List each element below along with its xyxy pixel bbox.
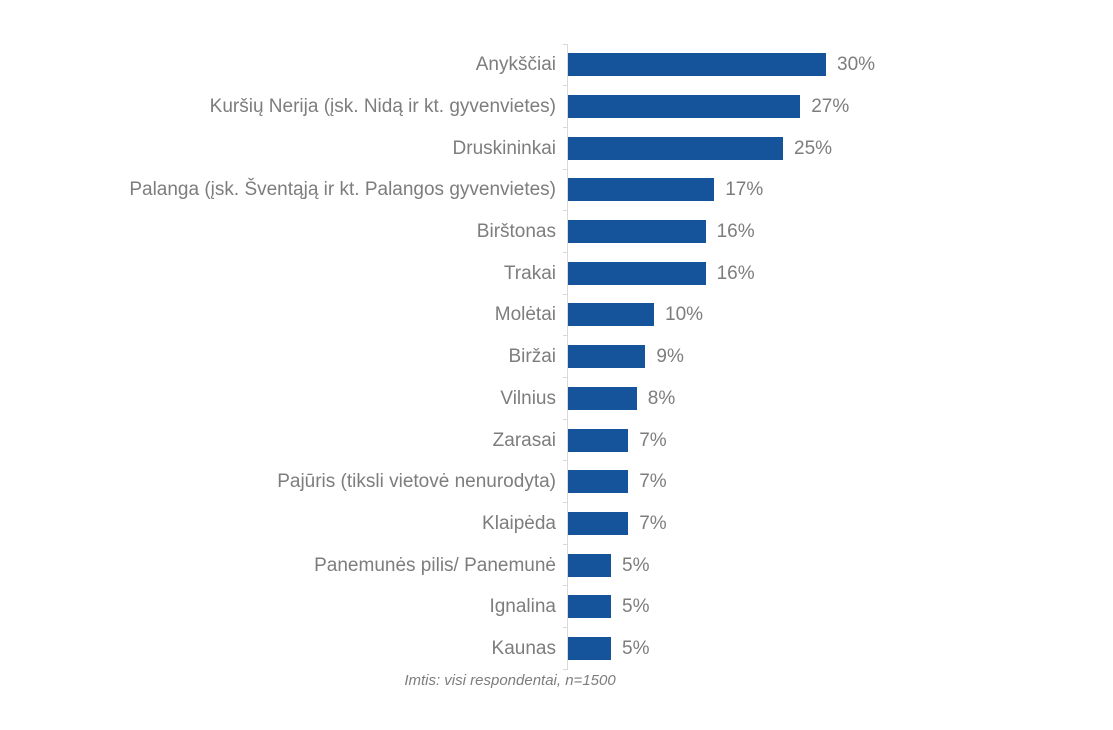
value-label: 5% — [622, 596, 650, 618]
category-label: Trakai — [503, 262, 556, 284]
plot-area-row: 27% — [563, 85, 1113, 128]
bar — [568, 428, 629, 452]
category-label: Kuršių Nerija (įsk. Nidą ir kt. gyvenvie… — [209, 96, 556, 118]
value-label: 5% — [622, 637, 650, 659]
bar-row: Zarasai 7% — [0, 418, 1113, 461]
plot-area-row: 9% — [563, 335, 1113, 378]
bar — [568, 261, 706, 285]
plot-area-row: 16% — [563, 251, 1113, 295]
category-label: Birštonas — [476, 221, 556, 243]
bar-row: Ignalina 5% — [0, 585, 1113, 628]
category-label: Anykščiai — [475, 54, 556, 76]
plot-area-row: 10% — [563, 293, 1113, 336]
category-label: Ignalina — [489, 596, 556, 618]
bar-row: Anykščiai 30% — [0, 43, 1113, 86]
value-label: 7% — [639, 429, 667, 451]
value-label: 25% — [794, 137, 833, 159]
sample-note: Imtis: visi respondentai, n=1500 — [404, 672, 616, 690]
bar — [568, 553, 611, 577]
plot-area-row: 25% — [563, 126, 1113, 170]
plot-area-row: 7% — [563, 418, 1113, 461]
bar-row: Palanga (įsk. Šventąją ir kt. Palangos g… — [0, 168, 1113, 211]
value-label: 9% — [656, 346, 684, 368]
bar-row: Molėtai 10% — [0, 293, 1113, 336]
bar — [568, 636, 611, 660]
bar — [568, 178, 715, 202]
bar-row: Panemunės pilis/ Panemunė 5% — [0, 543, 1113, 586]
plot-area-row: 5% — [563, 627, 1113, 670]
category-label: Biržai — [508, 346, 556, 368]
plot-area-row: 5% — [563, 543, 1113, 586]
value-label: 5% — [622, 554, 650, 576]
value-label: 17% — [725, 179, 764, 201]
value-label: 27% — [811, 96, 850, 118]
footnote-area: Imtis: visi respondentai, n=1500 — [0, 672, 1113, 696]
bar — [568, 303, 654, 327]
bar — [568, 595, 611, 619]
bar-row: Kaunas 5% — [0, 627, 1113, 670]
value-label: 16% — [716, 221, 755, 243]
bar-row: Pajūris (tiksli vietovė nenurodyta) 7% — [0, 460, 1113, 503]
value-label: 7% — [639, 512, 667, 534]
bar — [568, 136, 783, 160]
bar — [568, 345, 646, 369]
bar-row: Klaipėda 7% — [0, 502, 1113, 545]
category-label: Kaunas — [491, 637, 556, 659]
category-label: Molėtai — [494, 304, 556, 326]
plot-area-row: 16% — [563, 210, 1113, 253]
value-label: 10% — [665, 304, 704, 326]
bar-row: Biržai 9% — [0, 335, 1113, 378]
category-label: Vilnius — [500, 387, 556, 409]
bar-row: Birštonas 16% — [0, 210, 1113, 253]
category-label: Pajūris (tiksli vietovė nenurodyta) — [277, 471, 556, 493]
value-label: 30% — [837, 54, 876, 76]
bar — [568, 220, 706, 244]
plot-area-row: 8% — [563, 377, 1113, 420]
bar — [568, 53, 826, 77]
bar — [568, 470, 629, 494]
value-label: 16% — [716, 262, 755, 284]
plot-area-row: 5% — [563, 585, 1113, 628]
plot-area-row: 7% — [563, 460, 1113, 503]
category-label: Panemunės pilis/ Panemunė — [314, 554, 556, 576]
bar-row: Kuršių Nerija (įsk. Nidą ir kt. gyvenvie… — [0, 85, 1113, 128]
category-label: Zarasai — [492, 429, 556, 451]
category-label: Palanga (įsk. Šventąją ir kt. Palangos g… — [129, 179, 556, 201]
plot-area-row: 7% — [563, 502, 1113, 545]
value-label: 8% — [647, 387, 676, 409]
category-label: Klaipėda — [482, 512, 556, 534]
bar-row: Druskininkai 25% — [0, 126, 1113, 170]
bar — [568, 511, 629, 535]
bar-row: Trakai 16% — [0, 251, 1113, 295]
plot-area-row: 17% — [563, 168, 1113, 211]
value-label: 7% — [639, 471, 667, 493]
bar — [568, 95, 801, 119]
bar — [568, 386, 637, 410]
category-label: Druskininkai — [452, 137, 556, 159]
bar-rows: Anykščiai 30% Kuršių Nerija (įsk. Nidą i… — [0, 43, 1113, 670]
bar-row: Vilnius 8% — [0, 377, 1113, 420]
plot-area-row: 30% — [563, 43, 1113, 86]
